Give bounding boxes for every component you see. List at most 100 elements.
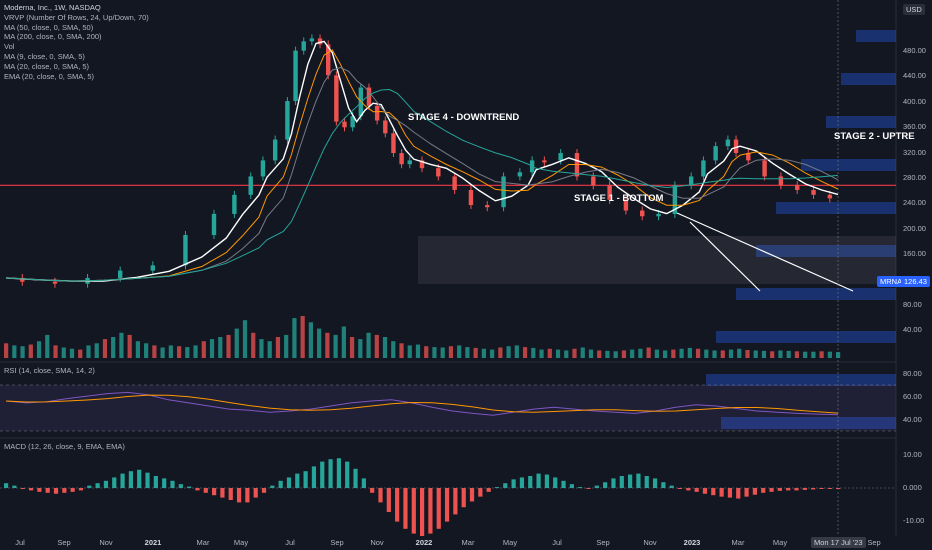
volume-bar [78, 349, 83, 358]
time-tick-label: Jul [552, 538, 562, 547]
candle-body [733, 139, 739, 154]
legend-ma50[interactable]: MA (50, close, 0, SMA, 50) [4, 22, 94, 32]
price-tick-label: 40.00 [903, 325, 922, 335]
volume-bar [630, 349, 635, 358]
macd-histogram-bar [744, 488, 749, 497]
candle-body [542, 160, 547, 163]
candle-body [285, 101, 290, 140]
macd-histogram-bar [544, 474, 549, 488]
volume-bar [827, 351, 832, 358]
candle-body [383, 120, 388, 134]
candle-body [795, 185, 800, 190]
volume-bar [473, 347, 478, 358]
volume-bar [53, 345, 58, 358]
volume-bar [695, 348, 701, 358]
currency-badge[interactable]: USD [903, 4, 925, 15]
volume-bar [333, 334, 338, 358]
candle-body [607, 185, 612, 200]
legend-ema20[interactable]: EMA (20, close, 0, SMA, 5) [4, 71, 95, 81]
volume-bar [160, 347, 165, 358]
macd-histogram-bar [162, 478, 167, 488]
candle-body [366, 87, 372, 106]
macd-histogram-bar [95, 483, 100, 488]
volume-bar [597, 350, 602, 358]
candle-body [762, 160, 767, 177]
rsi-tick-label: 80.00 [903, 369, 922, 378]
macd-histogram-bar [53, 488, 59, 494]
candle-body [325, 44, 331, 76]
macd-histogram-bar [120, 473, 125, 488]
legend-ma9[interactable]: MA (9, close, 0, SMA, 5) [4, 51, 85, 61]
trendline-lower [689, 221, 761, 292]
macd-tick-label: -10.00 [903, 516, 925, 525]
time-tick-label: 2021 [144, 538, 162, 547]
volume-bar [119, 332, 124, 358]
ma20-line [5, 49, 839, 282]
macd-histogram-bar [503, 483, 508, 488]
volume-bar [786, 350, 791, 358]
legend-symbol[interactable]: Moderna, Inc., 1W, NASDAQ [4, 3, 101, 12]
candle-body [301, 41, 306, 51]
candle-body [656, 213, 661, 217]
macd-histogram-bar [469, 488, 475, 502]
volume-bar [679, 348, 684, 358]
macd-histogram-bar [311, 466, 317, 488]
macd-histogram-bar [569, 484, 574, 488]
macd-pane-label[interactable]: MACD (12, 26, close, 9, EMA, EMA) [4, 442, 125, 451]
legend-ma200[interactable]: MA (200, close, 0, SMA, 200) [4, 32, 102, 42]
macd-tick-label: 10.00 [903, 450, 922, 459]
volume-bar [86, 345, 91, 358]
volume-bar [646, 347, 651, 358]
ticker-badge: MRNA [877, 276, 906, 287]
stage2-annotation: STAGE 2 - UPTRE [834, 131, 915, 142]
macd-histogram-bar [702, 488, 708, 494]
rsi-ma-line [5, 394, 839, 414]
rsi-line [5, 391, 839, 416]
candle-body [640, 210, 645, 217]
candle-body [452, 176, 457, 190]
volume-bar [481, 348, 486, 358]
volume-bar [720, 350, 725, 358]
candle-body [272, 139, 278, 161]
macd-histogram-bar [811, 488, 816, 490]
macd-histogram-bar [112, 477, 117, 488]
legend-vrvp[interactable]: VRVP (Number Of Rows, 24, Up/Down, 70) [4, 12, 149, 22]
volume-bar [415, 344, 421, 358]
price-tick-label: 80.00 [903, 300, 922, 309]
volume-bar [349, 337, 355, 358]
volume-bar [498, 347, 503, 358]
macd-tick-label: 0.000 [903, 483, 922, 492]
volume-bar [803, 351, 808, 358]
volume-bar [770, 351, 775, 358]
volume-bar [547, 348, 552, 358]
legend-ma20[interactable]: MA (20, close, 0, SMA, 5) [4, 61, 90, 71]
candle-body [701, 160, 706, 177]
volume-bar [20, 346, 25, 358]
macd-histogram-bar [361, 478, 366, 488]
volume-bar [152, 345, 157, 358]
rsi-pane-label[interactable]: RSI (14, close, SMA, 14, 2) [4, 366, 95, 375]
candle-body [468, 189, 474, 206]
legend-vol[interactable]: Vol [4, 42, 15, 52]
volume-bar [69, 348, 75, 358]
macd-histogram-bar [802, 488, 807, 490]
volume-bar [251, 332, 256, 358]
rsi-tick-label: 60.00 [903, 392, 922, 401]
macd-histogram-bar [644, 476, 649, 488]
volume-bar [61, 347, 66, 358]
macd-histogram-bar [395, 488, 400, 522]
macd-histogram-bar [827, 488, 832, 489]
time-tick-label: Sep [330, 538, 344, 547]
macd-histogram-bar [677, 488, 683, 489]
candle-body [419, 160, 425, 169]
volume-profile-bar [801, 159, 896, 171]
volume-bar [588, 349, 594, 358]
price-tick-label: 160.00 [903, 249, 926, 259]
candle-body [672, 185, 678, 214]
volume-bar [457, 345, 462, 358]
volume-bar [382, 337, 388, 358]
volume-bar [753, 350, 758, 358]
candle-body [117, 270, 123, 278]
